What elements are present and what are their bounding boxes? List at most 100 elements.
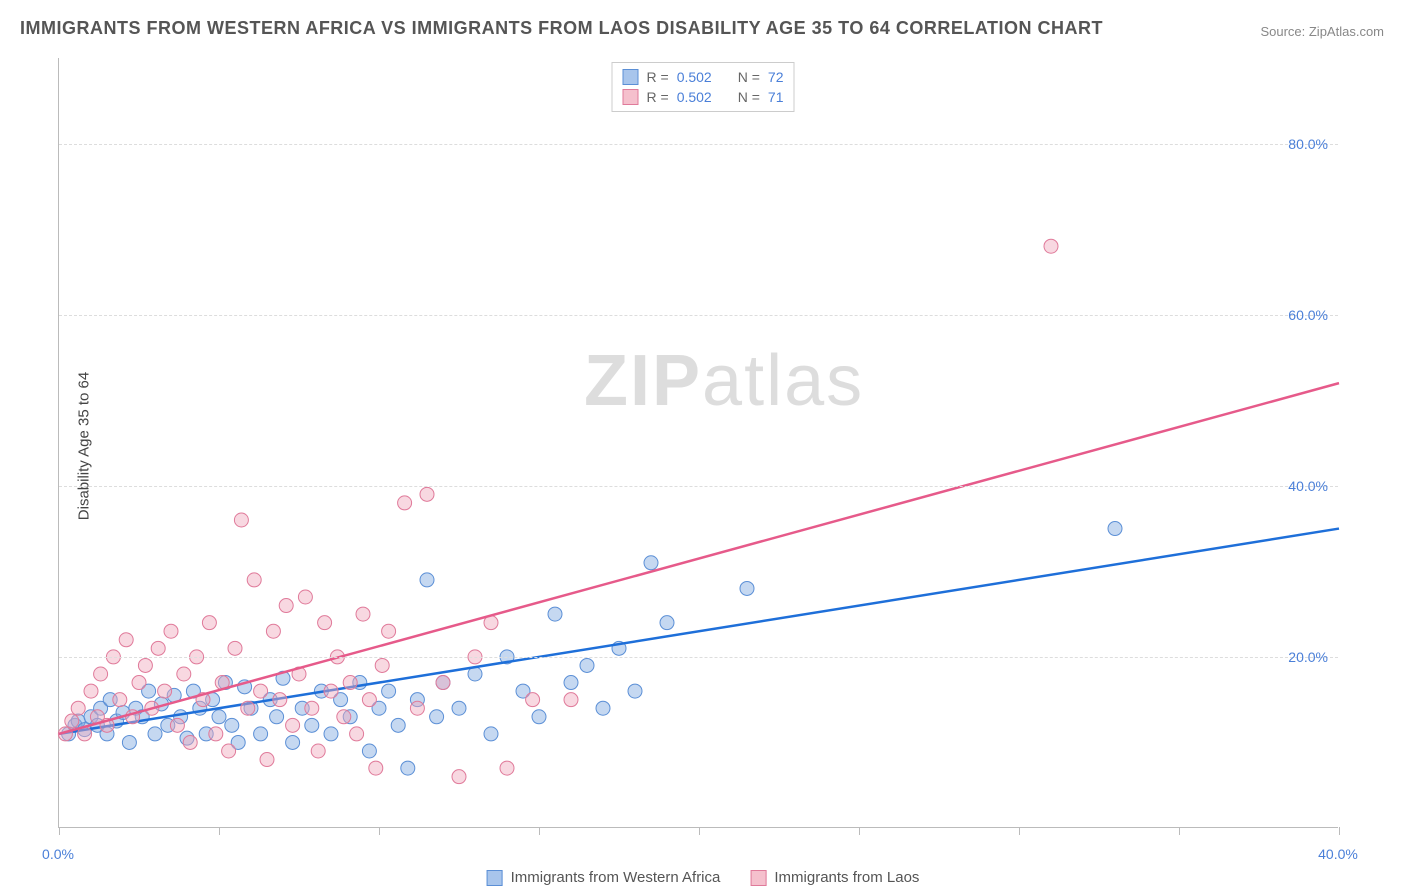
scatter-point [260, 753, 274, 767]
xtick [699, 827, 700, 835]
scatter-point [113, 693, 127, 707]
scatter-point [151, 641, 165, 655]
scatter-point [298, 590, 312, 604]
scatter-point [132, 676, 146, 690]
scatter-point [212, 710, 226, 724]
scatter-point [644, 556, 658, 570]
scatter-point [532, 710, 546, 724]
legend-swatch [623, 69, 639, 85]
gridline-h [59, 486, 1338, 487]
scatter-point [266, 624, 280, 638]
n-value: 72 [768, 69, 784, 85]
r-value: 0.502 [677, 69, 712, 85]
xtick [1339, 827, 1340, 835]
xtick [859, 827, 860, 835]
r-value: 0.502 [677, 89, 712, 105]
scatter-point [286, 718, 300, 732]
scatter-point [247, 573, 261, 587]
scatter-point [740, 581, 754, 595]
legend-swatch [750, 870, 766, 886]
ytick-label: 60.0% [1288, 307, 1328, 323]
source-attribution: Source: ZipAtlas.com [1260, 24, 1384, 39]
scatter-point [484, 727, 498, 741]
scatter-point [430, 710, 444, 724]
chart-title: IMMIGRANTS FROM WESTERN AFRICA VS IMMIGR… [20, 18, 1103, 39]
xtick [59, 827, 60, 835]
scatter-point [209, 727, 223, 741]
series-legend: Immigrants from Western Africa Immigrants… [487, 869, 920, 886]
scatter-point [71, 701, 85, 715]
scatter-point [228, 641, 242, 655]
xtick [539, 827, 540, 835]
scatter-point [84, 684, 98, 698]
scatter-point [410, 701, 424, 715]
scatter-point [164, 624, 178, 638]
ytick-label: 80.0% [1288, 136, 1328, 152]
legend-swatch [487, 870, 503, 886]
scatter-point [1108, 522, 1122, 536]
xtick [379, 827, 380, 835]
scatter-point [452, 770, 466, 784]
scatter-point [273, 693, 287, 707]
stats-row: R =0.502N =71 [623, 87, 784, 107]
scatter-point [356, 607, 370, 621]
ytick-label: 20.0% [1288, 649, 1328, 665]
scatter-point [241, 701, 255, 715]
gridline-h [59, 144, 1338, 145]
scatter-point [350, 727, 364, 741]
scatter-point [596, 701, 610, 715]
gridline-h [59, 315, 1338, 316]
scatter-point [318, 616, 332, 630]
xtick-label: 40.0% [1318, 846, 1358, 862]
scatter-point [580, 658, 594, 672]
scatter-point [222, 744, 236, 758]
scatter-point [234, 513, 248, 527]
scatter-point [324, 727, 338, 741]
n-label: N = [738, 89, 760, 105]
scatter-point [158, 684, 172, 698]
xtick-label-row: 0.0%40.0% [58, 846, 1338, 866]
xtick [219, 827, 220, 835]
scatter-point [94, 667, 108, 681]
scatter-point [202, 616, 216, 630]
series-legend-item: Immigrants from Laos [750, 869, 919, 886]
xtick-label: 0.0% [42, 846, 74, 862]
scatter-point [254, 727, 268, 741]
scatter-point [279, 599, 293, 613]
n-value: 71 [768, 89, 784, 105]
series-label: Immigrants from Laos [774, 869, 919, 886]
scatter-point [362, 693, 376, 707]
legend-swatch [623, 89, 639, 105]
scatter-point [369, 761, 383, 775]
stats-legend: R =0.502N =72R =0.502N =71 [612, 62, 795, 112]
plot-svg [59, 58, 1338, 827]
scatter-point [148, 727, 162, 741]
n-label: N = [738, 69, 760, 85]
scatter-point [122, 735, 136, 749]
scatter-point [177, 667, 191, 681]
scatter-point [138, 658, 152, 672]
scatter-point [286, 735, 300, 749]
scatter-point [343, 676, 357, 690]
scatter-point [420, 573, 434, 587]
scatter-point [628, 684, 642, 698]
scatter-point [526, 693, 540, 707]
r-label: R = [647, 69, 669, 85]
scatter-point [420, 487, 434, 501]
scatter-point [375, 658, 389, 672]
scatter-point [564, 693, 578, 707]
scatter-point [305, 701, 319, 715]
scatter-point [65, 714, 79, 728]
scatter-point [270, 710, 284, 724]
scatter-point [660, 616, 674, 630]
xtick [1179, 827, 1180, 835]
scatter-point [398, 496, 412, 510]
series-legend-item: Immigrants from Western Africa [487, 869, 721, 886]
scatter-point [564, 676, 578, 690]
scatter-point [1044, 239, 1058, 253]
scatter-point [225, 718, 239, 732]
scatter-point [436, 676, 450, 690]
scatter-point [382, 684, 396, 698]
scatter-point [500, 761, 514, 775]
scatter-point [548, 607, 562, 621]
